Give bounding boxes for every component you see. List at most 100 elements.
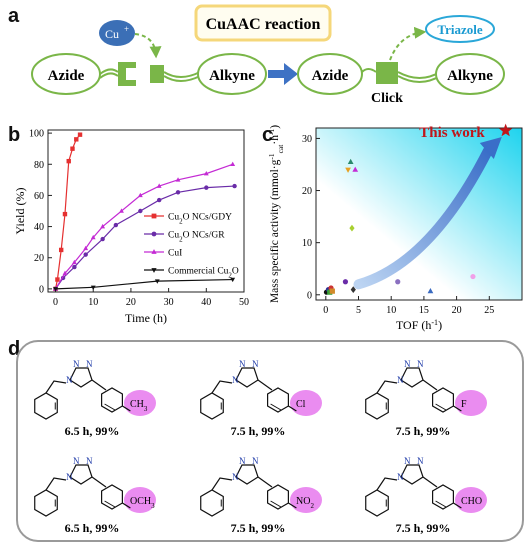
y-tick-label: 20 (302, 186, 312, 197)
data-point (230, 161, 236, 167)
panel-letter-c: c (262, 124, 274, 146)
data-point (203, 170, 209, 176)
yield-vs-time-chart: 0 10 20 30 40 50 0 20 40 60 80 100 Time (h) Yield (%)… (13, 129, 249, 325)
this-work-star (498, 123, 513, 137)
data-point (329, 288, 335, 294)
trend-arrow (353, 146, 493, 290)
y-tick-label: 0 (307, 290, 312, 301)
right-alkyne-node (435, 53, 505, 95)
data-point (156, 197, 162, 203)
left-alkyne-node (197, 53, 267, 95)
x-axis-label: Time (h) (125, 311, 167, 325)
legend-label: Commercial Cu2O (168, 267, 239, 280)
data-point (71, 259, 77, 265)
x-tick-label: 30 (164, 297, 174, 308)
data-point (156, 183, 162, 188)
triazole-label: Triazole (437, 22, 482, 37)
data-point (58, 247, 64, 253)
data-point (350, 286, 356, 293)
scheme-title-box (194, 4, 332, 42)
data-point (138, 208, 143, 214)
x-tick-label: 40 (201, 297, 211, 308)
this-work-label: This work (419, 125, 485, 141)
data-point (113, 222, 119, 228)
right-azide-node (297, 53, 363, 95)
scheme-title: CuAAC reaction (206, 16, 321, 33)
left-azide-label: Azide (48, 68, 85, 84)
data-point (55, 277, 60, 282)
left-alkyne-label: Alkyne (209, 68, 255, 84)
substrate-scope-box (16, 340, 524, 542)
activity-vs-tof-chart: 0 5 10 15 20 25 0 10 20 30 TOF (h-1) Mass specific … (267, 123, 523, 333)
y-tick-label: 20 (34, 253, 44, 264)
legend-marker (151, 249, 157, 254)
triazole-block (376, 62, 398, 84)
data-point (470, 273, 476, 280)
data-point (395, 279, 401, 285)
data-point (70, 146, 75, 151)
data-point (352, 166, 359, 172)
data-point (62, 211, 68, 217)
data-point (72, 264, 77, 270)
data-point (342, 279, 349, 285)
data-point (62, 270, 68, 276)
cu-ion-circle (99, 20, 135, 46)
data-point (74, 137, 79, 142)
y-tick-label: 40 (34, 222, 44, 233)
series-line (55, 278, 233, 290)
data-point (90, 285, 96, 290)
legend-label: CuI (168, 249, 182, 259)
left-linker-1 (99, 68, 119, 75)
cuaac-scheme: CuAAC reaction Cu + Azide Alkyne Azide A… (31, 4, 505, 106)
panel-letter-b: b (8, 124, 21, 146)
plot-frame (47, 129, 245, 293)
data-point (119, 208, 124, 213)
left-linker-2b (163, 75, 201, 82)
legend-label: Cu2O NCs/GR (168, 231, 225, 244)
panel-letter-a: a (8, 5, 20, 27)
data-point (154, 279, 160, 284)
right-linker-2 (397, 71, 441, 79)
alkyne-block (150, 65, 164, 83)
cu-dashed-arrow (134, 33, 162, 59)
right-alkyne-label: Alkyne (447, 68, 493, 84)
x-tick-label: 25 (484, 305, 494, 316)
y-tick-label: 80 (34, 160, 44, 171)
legend-label: Cu2O NCs/GDY (168, 213, 232, 226)
cu-ion-label: Cu (105, 27, 119, 41)
y-axis-label: Yield (%) (13, 188, 27, 235)
right-azide-label: Azide (312, 68, 349, 84)
x-tick-label: 5 (356, 305, 361, 316)
data-point (77, 132, 83, 137)
data-point (90, 234, 96, 240)
x-tick-label: 10 (88, 297, 98, 308)
data-point (204, 185, 209, 190)
right-linker-1 (361, 68, 377, 73)
data-point (230, 277, 236, 283)
x-tick-label: 20 (126, 297, 136, 308)
data-point (137, 192, 143, 198)
x-axis-label: TOF (h-1) (396, 318, 442, 333)
x-tick-label: 50 (239, 297, 249, 308)
data-point (232, 183, 237, 189)
y-tick-label: 0 (39, 284, 44, 295)
data-point (427, 288, 434, 294)
x-tick-label: 0 (53, 297, 58, 308)
legend-marker (151, 268, 157, 273)
y-tick-label: 30 (302, 134, 312, 145)
x-tick-label: 10 (386, 305, 396, 316)
x-tick-label: 15 (419, 305, 429, 316)
triazole-dashed-arrow (389, 26, 427, 61)
data-point (100, 223, 106, 229)
data-point (83, 252, 88, 257)
triazole-bubble (425, 15, 495, 43)
data-point (175, 190, 181, 195)
data-point (327, 289, 333, 295)
data-point (100, 236, 105, 242)
y-tick-label: 10 (302, 238, 312, 249)
reaction-arrow (268, 63, 298, 85)
click-label: Click (371, 91, 403, 106)
data-point (347, 158, 354, 164)
x-tick-label: 0 (323, 305, 328, 316)
y-tick-label: 100 (29, 129, 44, 140)
